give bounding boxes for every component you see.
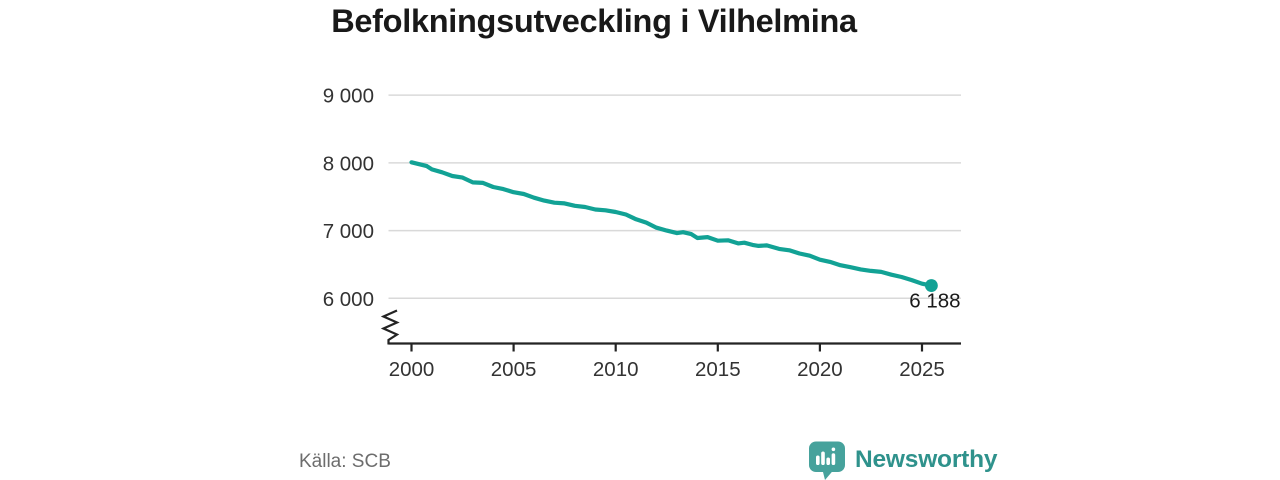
y-tick-label: 8 000	[323, 152, 374, 175]
chart-title: Befolkningsutveckling i Vilhelmina	[331, 3, 857, 39]
x-axis: 2000 2005 2010 2015 2020 2025	[380, 309, 961, 381]
x-tick-label: 2020	[797, 358, 843, 381]
newsworthy-logo-text: Newsworthy	[855, 446, 998, 473]
last-point-marker	[924, 279, 938, 292]
last-value-label: 6 188	[909, 290, 960, 313]
y-axis-break-icon	[380, 309, 400, 345]
source-note: Källa: SCB	[299, 451, 391, 472]
gridlines	[388, 94, 961, 300]
y-tick-label: 6 000	[323, 288, 374, 311]
x-axis-tick-marks	[410, 343, 924, 352]
x-tick-label: 2005	[491, 358, 537, 381]
x-tick-label: 2010	[593, 358, 639, 381]
x-tick-label: 2025	[899, 358, 945, 381]
newsworthy-logo: Newsworthy	[808, 440, 998, 480]
x-tick-label: 2000	[389, 358, 435, 381]
population-line	[409, 160, 934, 288]
y-axis-labels: 9 000 8 000 7 000 6 000	[323, 85, 374, 311]
newsworthy-logo-icon	[809, 441, 845, 480]
x-tick-label: 2015	[695, 358, 741, 381]
y-tick-label: 7 000	[323, 220, 374, 243]
y-tick-label: 9 000	[323, 85, 374, 108]
